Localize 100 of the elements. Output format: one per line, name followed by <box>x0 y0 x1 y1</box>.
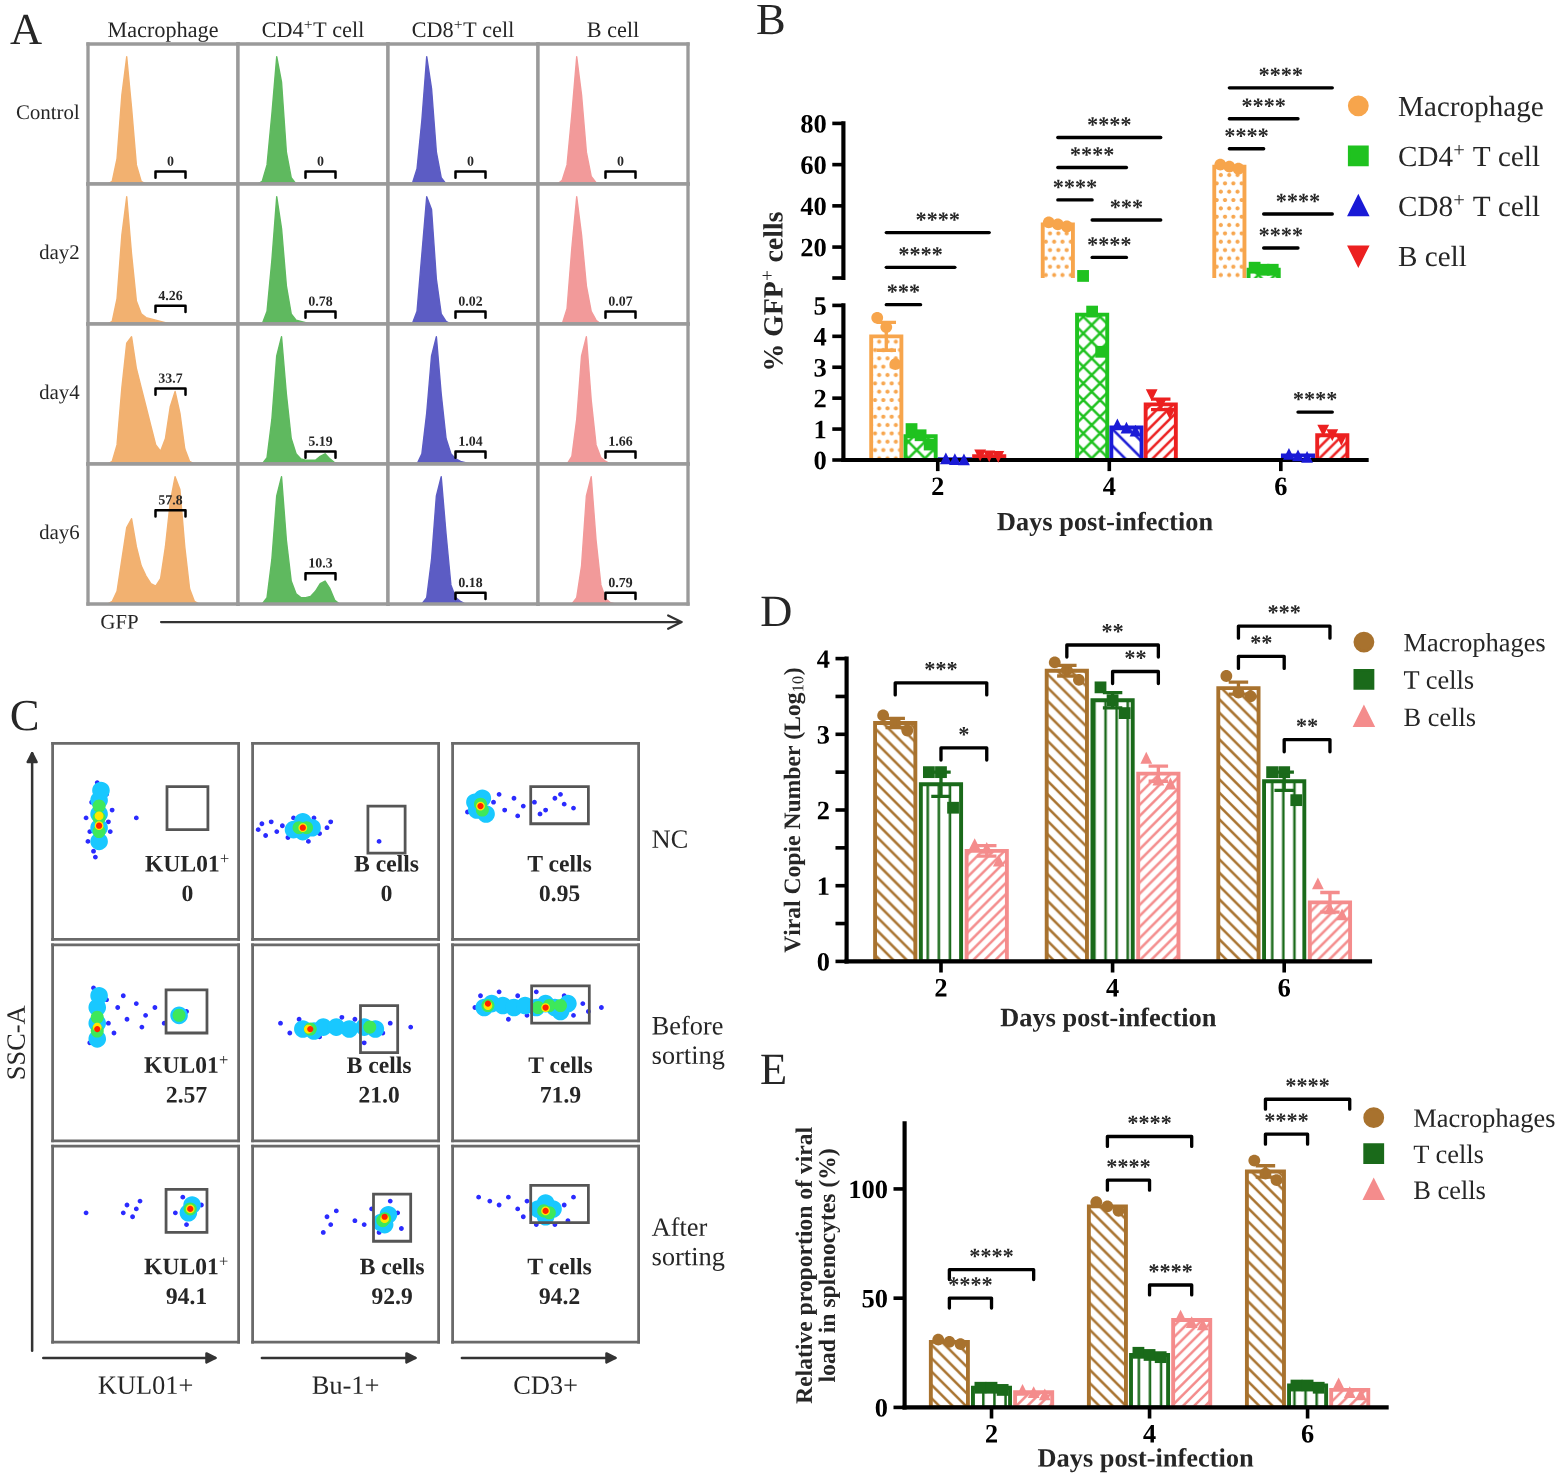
annotation: **** <box>1225 128 1268 137</box>
annotation: **** <box>1070 147 1114 156</box>
y-axis-title: day6 <box>39 524 80 544</box>
annotation: **** <box>970 1248 1013 1258</box>
text: B cells 92.9 <box>360 1257 424 1305</box>
legend-label: B cell <box>1398 245 1467 267</box>
y-tick-label: 1 <box>818 877 829 895</box>
annotation: ** <box>1125 650 1146 659</box>
x-axis-title: GFP <box>101 614 138 629</box>
y-tick-label: 50 <box>862 1289 887 1308</box>
legend-label: Macrophage <box>1398 95 1543 123</box>
chart-title: D <box>761 596 791 626</box>
x-tick-label: 6 <box>1301 1424 1314 1443</box>
text: Bu-1+ <box>312 1376 379 1395</box>
legend-label: T cells <box>1413 1144 1483 1164</box>
annotation: * <box>959 727 969 736</box>
annotation: **** <box>1087 237 1131 246</box>
y-axis-title: Control <box>16 104 80 120</box>
x-tick-label: 2 <box>986 1424 997 1443</box>
x-axis-title: Days post-infection <box>1000 1007 1217 1032</box>
x-tick-label: 4 <box>1103 477 1116 495</box>
y-axis-title: day4 <box>39 384 80 404</box>
text: **** <box>1242 98 1285 107</box>
y-tick-label: 2 <box>817 801 829 820</box>
x-tick-label: 2 <box>935 978 947 997</box>
y-tick-label: 0 <box>814 451 826 470</box>
annotation: **** <box>1107 1159 1150 1168</box>
annotation: *** <box>1110 199 1143 209</box>
text: T cells 0.95 <box>527 855 592 902</box>
y-tick-label: 5 <box>814 297 826 315</box>
y-tick-label: 0 <box>875 1399 887 1417</box>
text: SSC-A <box>7 1005 26 1079</box>
text: KUL01$^{+}$ 0 <box>145 854 229 902</box>
x-axis-title: Days post-infection <box>997 511 1213 536</box>
text: CD3+ <box>514 1376 577 1395</box>
text: T cells 71.9 <box>528 1056 593 1103</box>
text: *** <box>1268 605 1300 614</box>
text: T cells 94.2 <box>527 1257 592 1305</box>
y-tick-label: 40 <box>800 197 826 216</box>
annotation: **** <box>1128 1115 1171 1125</box>
y-tick-label: 2 <box>814 389 826 408</box>
y-tick-label: 100 <box>850 1180 887 1199</box>
y-axis-title: % GFP$^{+}$ cells <box>762 212 783 369</box>
x-tick-label: 4 <box>1143 1425 1156 1443</box>
y-axis-title: Viral Copie Number (Log$_{10}$) <box>783 668 806 953</box>
annotation: **** <box>949 1277 992 1286</box>
x-tick-label: 6 <box>1278 978 1291 997</box>
annotation: **** <box>916 212 960 221</box>
text: ** <box>1251 635 1272 644</box>
y-tick-label: 3 <box>814 358 826 377</box>
y-axis-title: Relative proportion of viral load in splenocytes (%) <box>795 1127 841 1404</box>
text: ** <box>1102 624 1123 633</box>
y-tick-label: 0 <box>817 953 829 971</box>
annotation: **** <box>1087 117 1131 126</box>
chart-title: CD8$^{+}$T cell <box>412 21 514 38</box>
text: NC <box>652 830 687 849</box>
text: B cells 21.0 <box>347 1056 411 1103</box>
annotation: *** <box>925 661 957 671</box>
y-tick-label: 1 <box>815 420 826 439</box>
x-tick-label: 6 <box>1275 477 1287 496</box>
annotation: **** <box>899 247 942 256</box>
y-tick-label: 4 <box>813 328 827 346</box>
chart-title: CD4$^{+}$T cell <box>262 21 364 38</box>
text: **** <box>1286 1078 1329 1087</box>
legend-label: CD4$^{+}$ T cell <box>1399 145 1540 167</box>
legend-label: T cells <box>1403 670 1474 689</box>
chart-title: B <box>757 4 784 35</box>
text: C <box>11 700 38 731</box>
y-axis-title: day2 <box>39 244 79 264</box>
annotation: ** <box>1296 718 1318 728</box>
x-axis-title: Days post-infection <box>1037 1448 1254 1473</box>
legend-label: Macrophages <box>1404 632 1545 657</box>
text: **** <box>1259 67 1303 77</box>
legend-label: CD8$^{+}$ T cell <box>1399 195 1540 217</box>
annotation: **** <box>1053 179 1097 189</box>
text: Before sorting <box>652 1015 725 1070</box>
text: KUL01+ <box>98 1376 193 1395</box>
chart-title: Macrophage <box>108 21 218 42</box>
text: KUL01$^{+}$ 94.1 <box>144 1257 228 1305</box>
x-tick-label: 2 <box>932 477 944 495</box>
text: After sorting <box>651 1217 725 1271</box>
annotation: **** <box>1276 193 1320 203</box>
legend-label: B cells <box>1414 1180 1485 1200</box>
text: KUL01$^{+}$ 2.57 <box>144 1055 228 1103</box>
annotation: **** <box>1259 227 1303 237</box>
y-tick-label: 3 <box>817 725 830 744</box>
annotation: **** <box>1149 1264 1192 1273</box>
text: *** <box>887 284 920 293</box>
annotation: **** <box>1293 391 1337 401</box>
x-tick-label: 4 <box>1106 979 1119 997</box>
y-tick-label: 60 <box>801 156 826 175</box>
y-tick-label: 4 <box>817 650 830 668</box>
legend-label: B cells <box>1404 707 1476 727</box>
chart-title: E <box>761 1054 785 1084</box>
text: A <box>10 14 42 44</box>
legend-label: Macrophages <box>1414 1108 1555 1133</box>
chart-title: B cell <box>587 21 639 38</box>
text: B cells 0 <box>354 855 419 902</box>
y-tick-label: 20 <box>801 238 826 257</box>
y-tick-label: 80 <box>801 115 826 133</box>
